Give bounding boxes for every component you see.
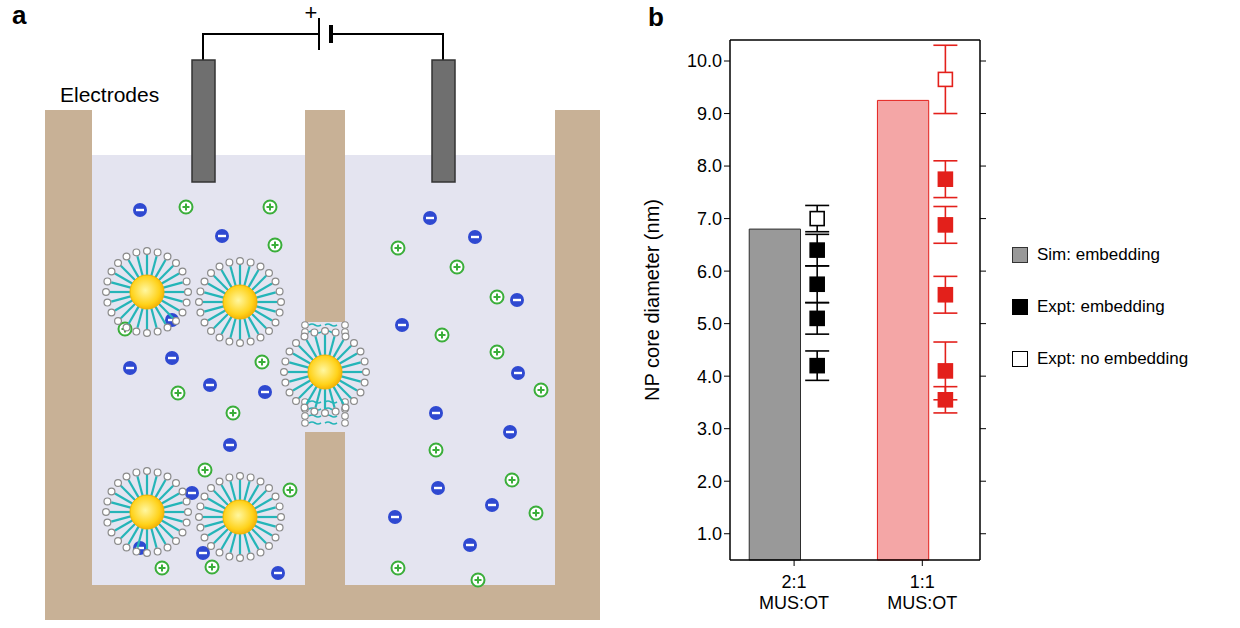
svg-text:1:1MUS:OT: 1:1MUS:OT [887,572,957,613]
svg-text:7.0: 7.0 [697,209,722,229]
svg-text:8.0: 8.0 [697,156,722,176]
svg-text:Electrodes: Electrodes [60,83,159,106]
svg-text:9.0: 9.0 [697,104,722,124]
svg-text:NP core diameter (nm): NP core diameter (nm) [641,199,663,401]
svg-text:6.0: 6.0 [697,262,722,282]
svg-text:2:1MUS:OT: 2:1MUS:OT [759,572,829,613]
html-text:b: b [648,2,664,32]
svg-text:5.0: 5.0 [697,314,722,334]
svg-text:4.0: 4.0 [697,367,722,387]
html-text:Sim: embedding: Sim: embedding [1037,245,1160,264]
svg-text:a: a [12,0,27,30]
html-text:Expt: embedding: Expt: embedding [1037,297,1165,316]
svg-text:+: + [305,0,318,25]
html-text:Expt: no embedding: Expt: no embedding [1037,349,1189,368]
svg-text:1.0: 1.0 [697,524,722,544]
svg-text:2.0: 2.0 [697,472,722,492]
svg-text:10.0: 10.0 [687,51,722,71]
svg-text:3.0: 3.0 [697,419,722,439]
